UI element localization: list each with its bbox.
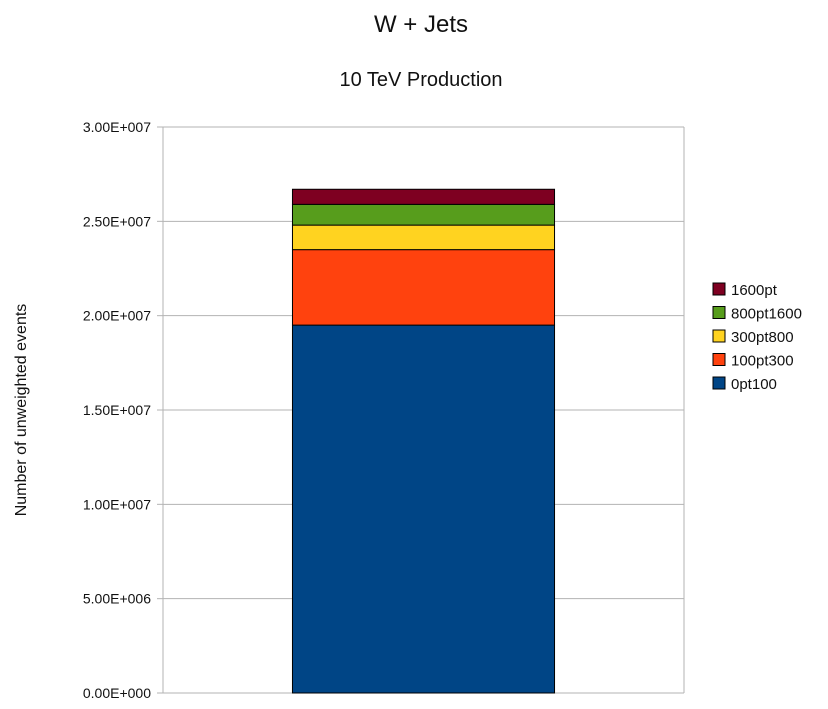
bar-segment-300pt800 [291, 224, 556, 251]
legend-label-0pt100: 0pt100 [731, 376, 777, 393]
legend-swatch-100pt300 [712, 353, 726, 366]
y-tick-label-2: 1.00E+007 [83, 496, 151, 512]
legend-label-300pt800: 300pt800 [731, 329, 794, 346]
y-tick-label-3: 1.50E+007 [83, 402, 151, 418]
legend-swatch-300pt800 [712, 329, 726, 343]
bar-segment-1600pt [291, 188, 556, 205]
legend-swatch-1600pt [712, 282, 726, 296]
y-tick-label-1: 5.00E+006 [83, 591, 151, 607]
plot-area: 0.00E+000 5.00E+006 1.00E+007 1.50E+007 2.00… [83, 119, 685, 701]
legend-label-800pt1600: 800pt1600 [731, 306, 802, 323]
legend-label-100pt300: 100pt300 [731, 353, 794, 370]
legend-label-1600pt: 1600pt [731, 282, 778, 299]
bar-segment-800pt1600 [291, 203, 556, 226]
y-tick-label-4: 2.00E+007 [83, 308, 151, 324]
bar-segment-100pt300 [291, 249, 556, 326]
y-tick-label-6: 3.00E+007 [83, 119, 151, 135]
bar-segment-0pt100 [291, 324, 556, 694]
y-axis-label: Number of unweighted events [13, 304, 30, 517]
chart-subtitle: 10 TeV Production [339, 69, 502, 91]
legend: 1600pt 800pt1600 300pt800 100pt300 0pt100 [712, 282, 802, 393]
chart-title: W + Jets [374, 11, 468, 38]
y-tick-label-0: 0.00E+000 [83, 685, 151, 701]
y-tick-label-5: 2.50E+007 [83, 213, 151, 229]
legend-swatch-800pt1600 [712, 306, 726, 319]
legend-swatch-0pt100 [712, 376, 726, 390]
